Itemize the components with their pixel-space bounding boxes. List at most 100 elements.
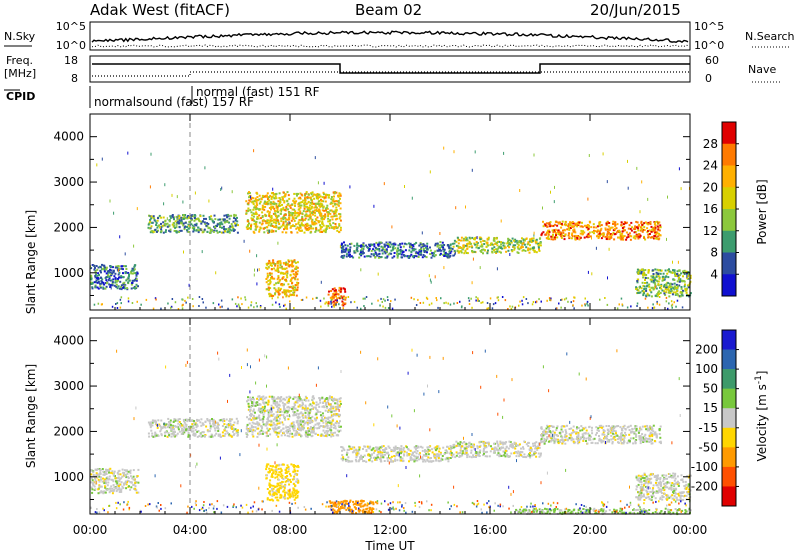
data-cell — [306, 419, 309, 422]
data-cell — [130, 287, 133, 290]
data-cell — [500, 251, 502, 254]
data-cell — [106, 281, 109, 284]
data-cell — [331, 215, 334, 218]
data-cell — [333, 399, 336, 401]
data-cell — [285, 410, 288, 413]
data-cell — [90, 274, 93, 277]
noise-cell — [467, 297, 470, 300]
data-cell — [201, 423, 204, 425]
data-cell — [388, 241, 391, 244]
data-cell — [299, 196, 301, 199]
data-cell — [267, 219, 270, 222]
data-cell — [271, 225, 274, 227]
data-cell — [234, 219, 237, 222]
noise-cell — [658, 296, 661, 298]
data-cell — [268, 467, 271, 470]
data-cell — [263, 397, 266, 400]
data-cell — [286, 475, 289, 477]
data-cell — [161, 427, 164, 429]
data-cell — [269, 419, 272, 422]
data-cell — [214, 226, 217, 229]
data-cell — [208, 216, 211, 219]
data-cell — [325, 224, 328, 227]
data-cell — [641, 289, 644, 292]
data-cell — [269, 219, 272, 222]
noise-cell — [417, 298, 419, 301]
data-cell — [441, 244, 444, 247]
data-cell — [174, 425, 176, 428]
data-cell — [226, 432, 229, 435]
data-cell — [521, 249, 524, 252]
data-cell — [105, 266, 108, 269]
data-cell — [255, 211, 258, 214]
data-cell — [297, 282, 300, 284]
data-cell — [262, 419, 265, 422]
data-cell — [678, 284, 681, 287]
data-cell — [606, 232, 609, 235]
noise-cell — [540, 300, 542, 303]
data-cell — [581, 233, 584, 236]
data-cell — [678, 280, 681, 283]
data-cell — [534, 239, 537, 242]
data-cell — [275, 290, 278, 293]
noise-cell — [489, 297, 492, 300]
data-cell — [195, 222, 198, 225]
data-cell — [168, 423, 171, 426]
data-cell — [447, 253, 450, 256]
data-cell — [271, 229, 274, 232]
data-cell — [206, 222, 209, 225]
data-cell — [299, 226, 302, 229]
data-cell — [338, 404, 341, 407]
data-cell — [278, 293, 281, 296]
data-cell — [333, 227, 336, 230]
data-cell — [293, 405, 296, 408]
data-cell — [122, 282, 125, 285]
data-cell — [281, 197, 284, 200]
data-cell — [289, 290, 291, 293]
data-cell — [131, 267, 134, 270]
data-cell — [648, 233, 651, 235]
data-cell — [636, 281, 639, 284]
data-cell — [303, 407, 306, 410]
data-cell — [334, 191, 336, 194]
data-cell — [618, 236, 621, 239]
data-cell — [571, 232, 574, 235]
data-cell — [374, 256, 377, 258]
data-cell — [271, 202, 274, 205]
data-cell — [448, 250, 451, 253]
data-cell — [185, 428, 188, 431]
data-cell — [532, 237, 535, 240]
data-cell — [682, 275, 684, 278]
data-cell — [607, 231, 610, 234]
data-cell — [411, 244, 414, 247]
data-cell — [209, 230, 212, 233]
data-cell — [293, 197, 296, 200]
noise-cell — [606, 303, 609, 306]
noise-cell — [363, 305, 365, 307]
data-cell — [503, 242, 506, 245]
data-cell — [192, 433, 195, 436]
data-cell — [229, 434, 232, 437]
data-cell — [496, 250, 499, 253]
data-cell — [298, 433, 301, 436]
data-cell — [272, 402, 275, 405]
data-cell — [496, 244, 499, 247]
noise-cell — [620, 297, 623, 300]
noise-cell — [419, 302, 422, 304]
data-cell — [262, 395, 265, 398]
data-cell — [122, 471, 125, 474]
data-cell — [135, 279, 138, 282]
data-cell — [294, 494, 296, 497]
data-cell — [113, 275, 116, 278]
data-cell — [250, 418, 253, 421]
data-cell — [115, 477, 118, 479]
data-cell — [321, 396, 324, 399]
data-cell — [337, 194, 340, 197]
data-cell — [227, 230, 230, 232]
data-cell — [258, 198, 261, 201]
data-cell — [644, 279, 646, 281]
data-cell — [262, 196, 265, 199]
data-cell — [290, 270, 293, 273]
data-cell — [380, 245, 383, 248]
data-cell — [94, 273, 97, 276]
